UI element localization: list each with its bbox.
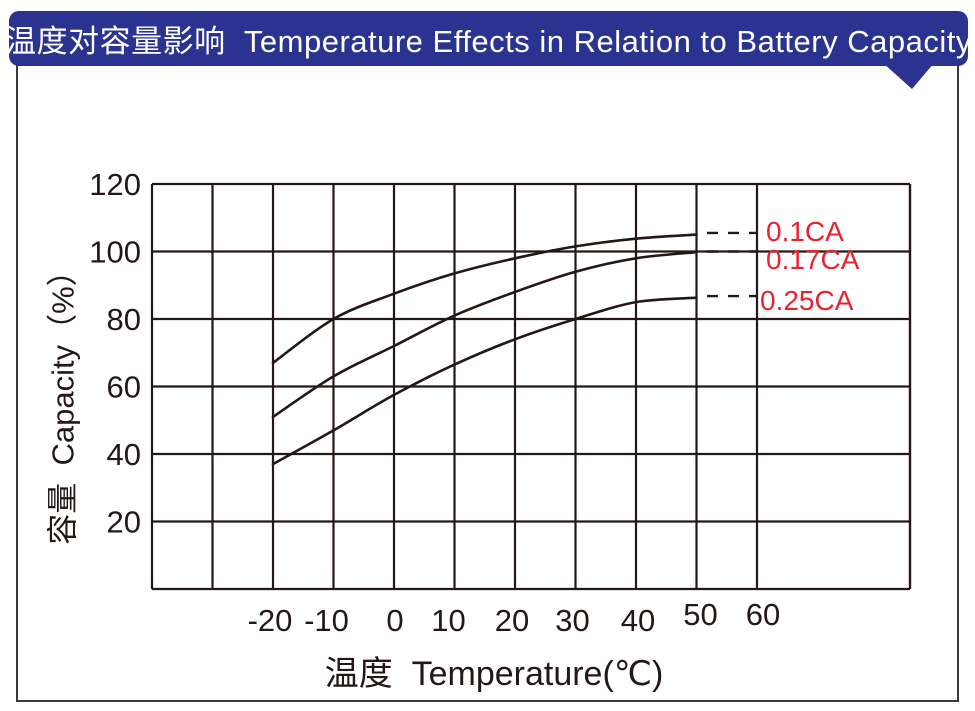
capacity-curves: [271, 231, 757, 466]
y-tick-label: 80: [107, 302, 141, 337]
series-label-0.1ca: 0.1CA: [766, 216, 844, 247]
banner-tail: [883, 63, 934, 89]
grid-lines: [150, 182, 912, 591]
series-label-0.17ca: 0.17CA: [766, 244, 860, 275]
y-tick-label: 120: [89, 167, 141, 202]
series-label-0.25ca: 0.25CA: [760, 285, 854, 316]
x-tick-label: 60: [746, 597, 780, 632]
x-tick-label: 0: [386, 603, 403, 638]
y-tick-label: 40: [107, 437, 141, 472]
x-tick-label: -10: [304, 603, 349, 638]
x-tick-label: 20: [495, 603, 529, 638]
y-tick-label: 60: [107, 370, 141, 405]
x-tick-label: 30: [555, 603, 589, 638]
x-tick-label: 50: [683, 597, 717, 632]
x-tick-label: -20: [248, 603, 293, 638]
banner-tail-shape: [883, 63, 934, 89]
curve-0.17ca: [271, 250, 698, 419]
y-tick-label: 20: [107, 505, 141, 540]
y-axis-title: 容量 Capacity（%）: [45, 255, 81, 545]
title-banner: 温度对容量影响 Temperature Effects in Relation …: [5, 11, 971, 66]
x-tick-label: 10: [431, 603, 465, 638]
y-tick-label: 100: [89, 235, 141, 270]
banner-title: 温度对容量影响 Temperature Effects in Relation …: [5, 24, 972, 59]
x-axis-title: 温度 Temperature(℃): [324, 655, 664, 693]
axis-tick-labels: -20 -10 0 10 20 30 40 50 60 20 40 60 80 100 120: [89, 167, 780, 638]
curve-0.25ca: [271, 296, 698, 466]
curve-0.1ca: [271, 233, 698, 365]
x-tick-label: 40: [621, 603, 655, 638]
